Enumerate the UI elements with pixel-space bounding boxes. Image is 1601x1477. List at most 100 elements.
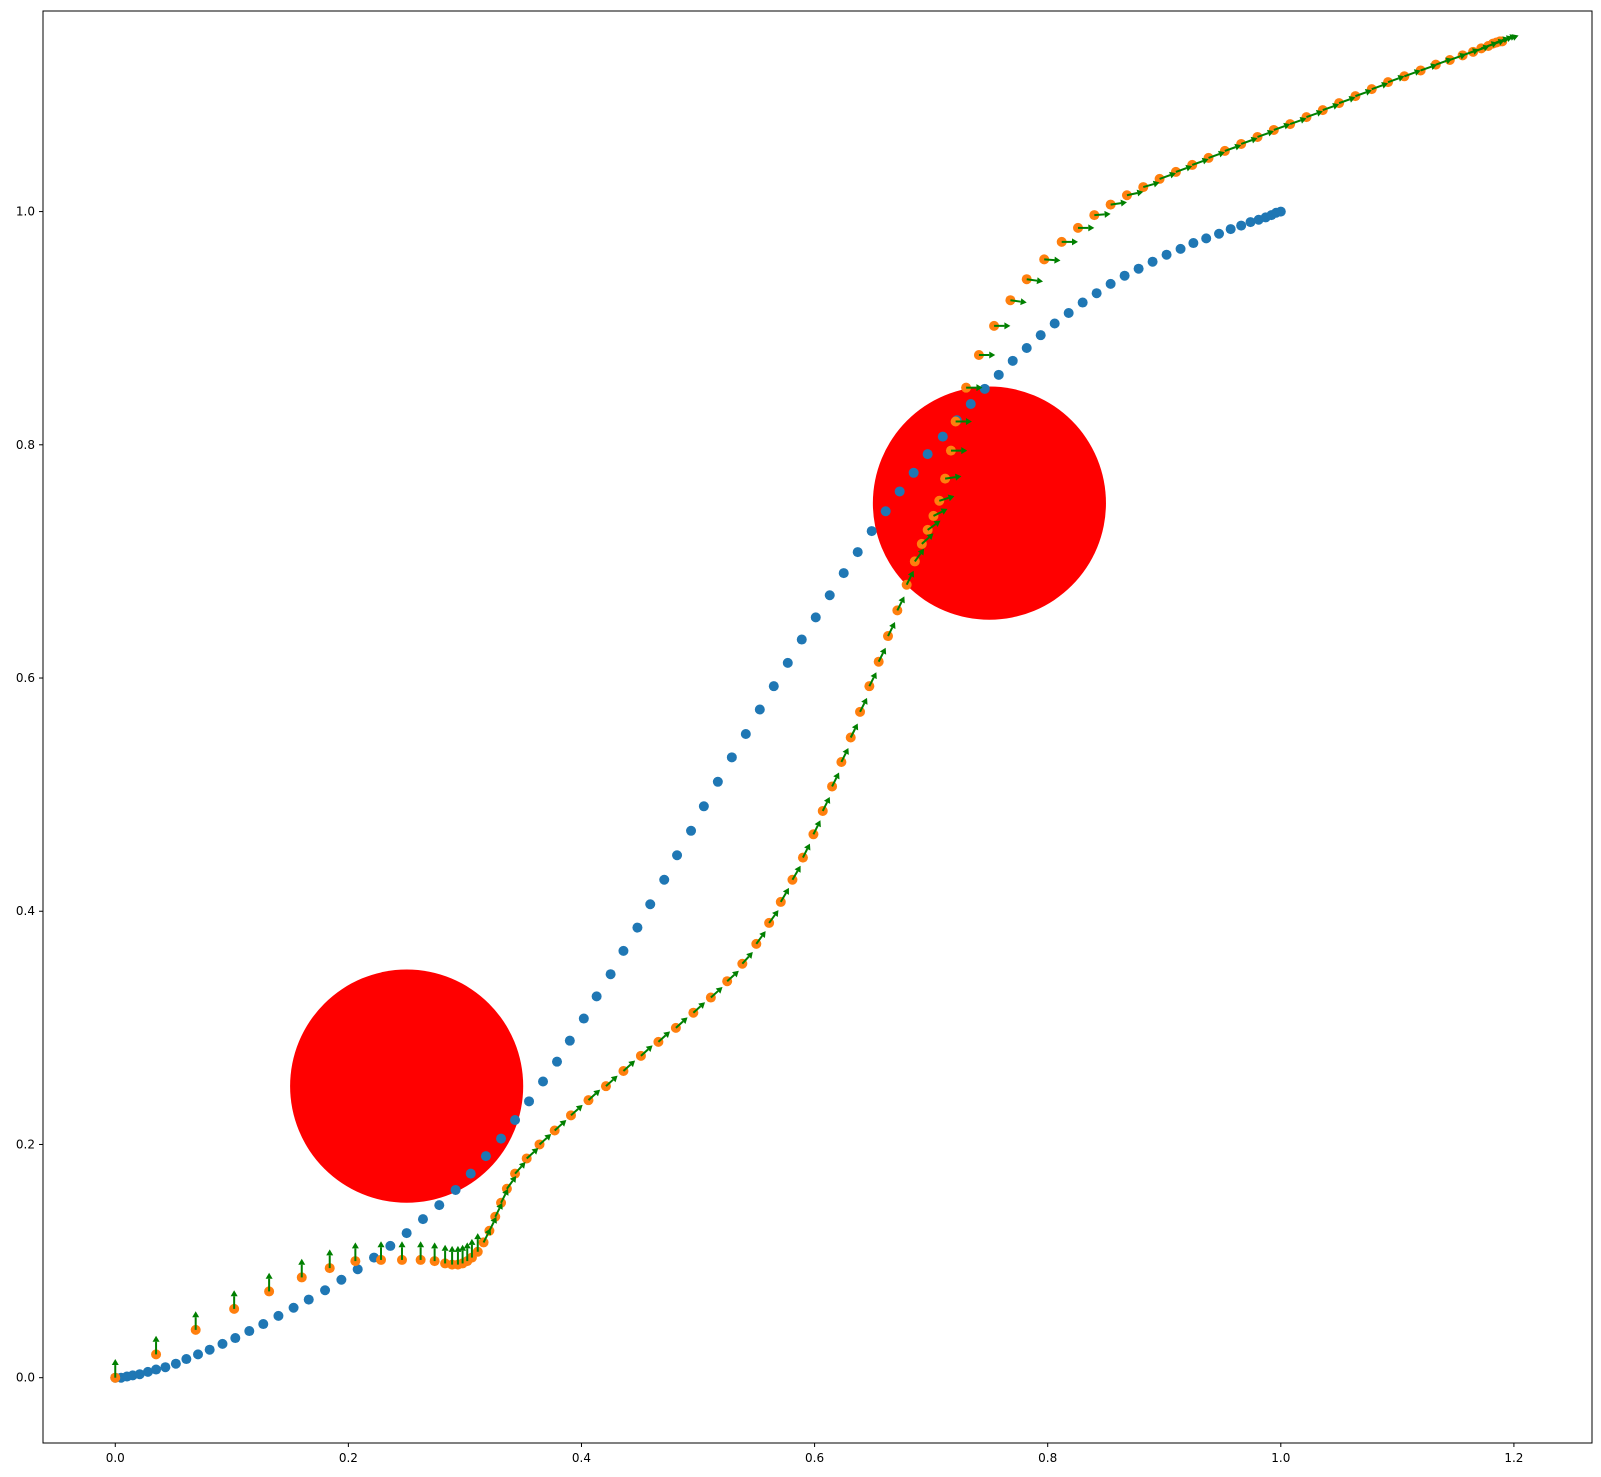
direction-arrow-shaft xyxy=(1257,132,1269,138)
series-1-point xyxy=(258,1319,269,1330)
direction-arrow-head xyxy=(398,1241,406,1248)
direction-arrow-head xyxy=(1511,34,1519,41)
direction-arrow-shaft xyxy=(741,955,750,965)
series-1-point xyxy=(686,825,697,836)
direction-arrow-head xyxy=(823,796,831,804)
direction-arrow-shaft xyxy=(1159,174,1171,180)
direction-arrow-head xyxy=(111,1359,119,1366)
series-1-point xyxy=(320,1285,331,1296)
series-1-point xyxy=(244,1326,255,1337)
direction-arrow-shaft xyxy=(482,1233,489,1243)
direction-arrow-shaft xyxy=(657,1034,667,1043)
direction-arrow-shaft xyxy=(802,848,809,859)
y-tick-label: 1.0 xyxy=(16,205,35,219)
series-1-point xyxy=(591,991,602,1002)
direction-arrow xyxy=(887,622,896,637)
direction-arrow-head xyxy=(1266,129,1274,137)
series-1-point xyxy=(434,1200,445,1211)
direction-arrow xyxy=(1306,110,1323,119)
direction-arrow-shaft xyxy=(1273,125,1285,131)
direction-arrow xyxy=(768,910,779,924)
direction-arrow-head xyxy=(794,865,801,873)
direction-arrow-shaft xyxy=(849,728,856,738)
direction-arrow xyxy=(692,1002,706,1014)
direction-arrow-head xyxy=(1348,96,1356,103)
direction-arrow-head xyxy=(907,570,915,578)
series-1-point xyxy=(810,612,821,623)
direction-arrow-shaft xyxy=(622,1063,632,1072)
direction-arrow-shaft xyxy=(1026,278,1038,282)
series-1-point xyxy=(385,1240,396,1251)
direction-arrow-head xyxy=(265,1272,273,1279)
direction-arrow-head xyxy=(772,910,779,917)
direction-arrow xyxy=(1355,89,1372,98)
direction-arrow xyxy=(821,796,831,812)
direction-arrow xyxy=(802,843,811,859)
series-1-point xyxy=(204,1344,215,1355)
direction-arrow xyxy=(726,970,739,982)
x-tick-label: 0.2 xyxy=(339,1451,358,1465)
direction-arrow-head xyxy=(947,494,955,502)
direction-arrow xyxy=(905,570,915,586)
direction-arrow-head xyxy=(814,820,821,828)
direction-arrow-head xyxy=(1054,256,1061,264)
direction-arrow-head xyxy=(917,548,925,556)
direction-arrow xyxy=(1273,122,1291,131)
direction-arrow-head xyxy=(1234,143,1242,151)
direction-arrow-shaft xyxy=(1240,139,1253,145)
y-axis: 0.0 0.2 0.4 0.6 0.8 1.0 xyxy=(16,205,43,1385)
series-1-point xyxy=(618,945,629,956)
direction-arrow-head xyxy=(861,697,868,705)
direction-arrow-shaft xyxy=(500,1193,507,1204)
series-1-point xyxy=(1275,206,1286,217)
direction-arrow-shaft xyxy=(927,523,937,531)
direction-arrow xyxy=(230,1290,238,1309)
direction-arrow-head xyxy=(1283,122,1291,130)
direction-arrows xyxy=(111,34,1519,1378)
direction-arrow-head xyxy=(531,1147,539,1155)
direction-arrow-shaft xyxy=(831,777,838,787)
series-1-point xyxy=(726,752,737,763)
direction-arrow xyxy=(351,1242,359,1262)
direction-arrow-shaft xyxy=(640,1048,649,1057)
series-1-point xyxy=(303,1294,314,1305)
direction-arrow-shaft xyxy=(1191,160,1204,166)
series-1-point xyxy=(1105,278,1116,289)
series-1-point xyxy=(1077,297,1088,308)
series-1-point xyxy=(1225,224,1236,235)
direction-arrow xyxy=(1077,224,1095,232)
direction-arrow-shaft xyxy=(896,601,903,611)
direction-arrow-shaft xyxy=(840,752,847,763)
direction-arrow-head xyxy=(1201,157,1209,165)
direction-arrow xyxy=(1404,69,1421,78)
direction-arrow-head xyxy=(1169,171,1176,179)
direction-arrow-shaft xyxy=(675,1020,684,1029)
direction-arrow xyxy=(298,1258,306,1278)
direction-arrow-shaft xyxy=(1355,91,1367,98)
direction-arrow xyxy=(966,384,983,392)
direction-arrow xyxy=(111,1359,119,1378)
direction-arrow-head xyxy=(759,931,766,938)
direction-arrow xyxy=(1240,136,1258,145)
direction-arrow-head xyxy=(463,1242,471,1249)
direction-arrow-shaft xyxy=(944,476,956,480)
direction-arrow-shaft xyxy=(887,626,894,637)
direction-arrow xyxy=(265,1272,273,1292)
direction-arrow xyxy=(192,1311,200,1330)
direction-arrow-head xyxy=(732,970,739,978)
series-1-point xyxy=(496,1133,507,1144)
direction-arrow-head xyxy=(851,723,859,731)
direction-arrow xyxy=(1142,180,1160,189)
direction-arrow xyxy=(417,1241,425,1260)
direction-arrow xyxy=(1159,171,1176,180)
direction-arrow-shaft xyxy=(1322,105,1334,112)
series-1-point xyxy=(170,1358,181,1369)
series-1-point xyxy=(160,1362,171,1373)
direction-arrow-head xyxy=(833,772,840,780)
direction-arrow-head xyxy=(1218,150,1225,158)
series-1-point xyxy=(1063,308,1074,319)
direction-arrow-head xyxy=(575,1104,583,1112)
direction-arrow xyxy=(1175,164,1193,173)
direction-arrow xyxy=(1026,277,1044,285)
series-1-point xyxy=(1147,256,1158,267)
